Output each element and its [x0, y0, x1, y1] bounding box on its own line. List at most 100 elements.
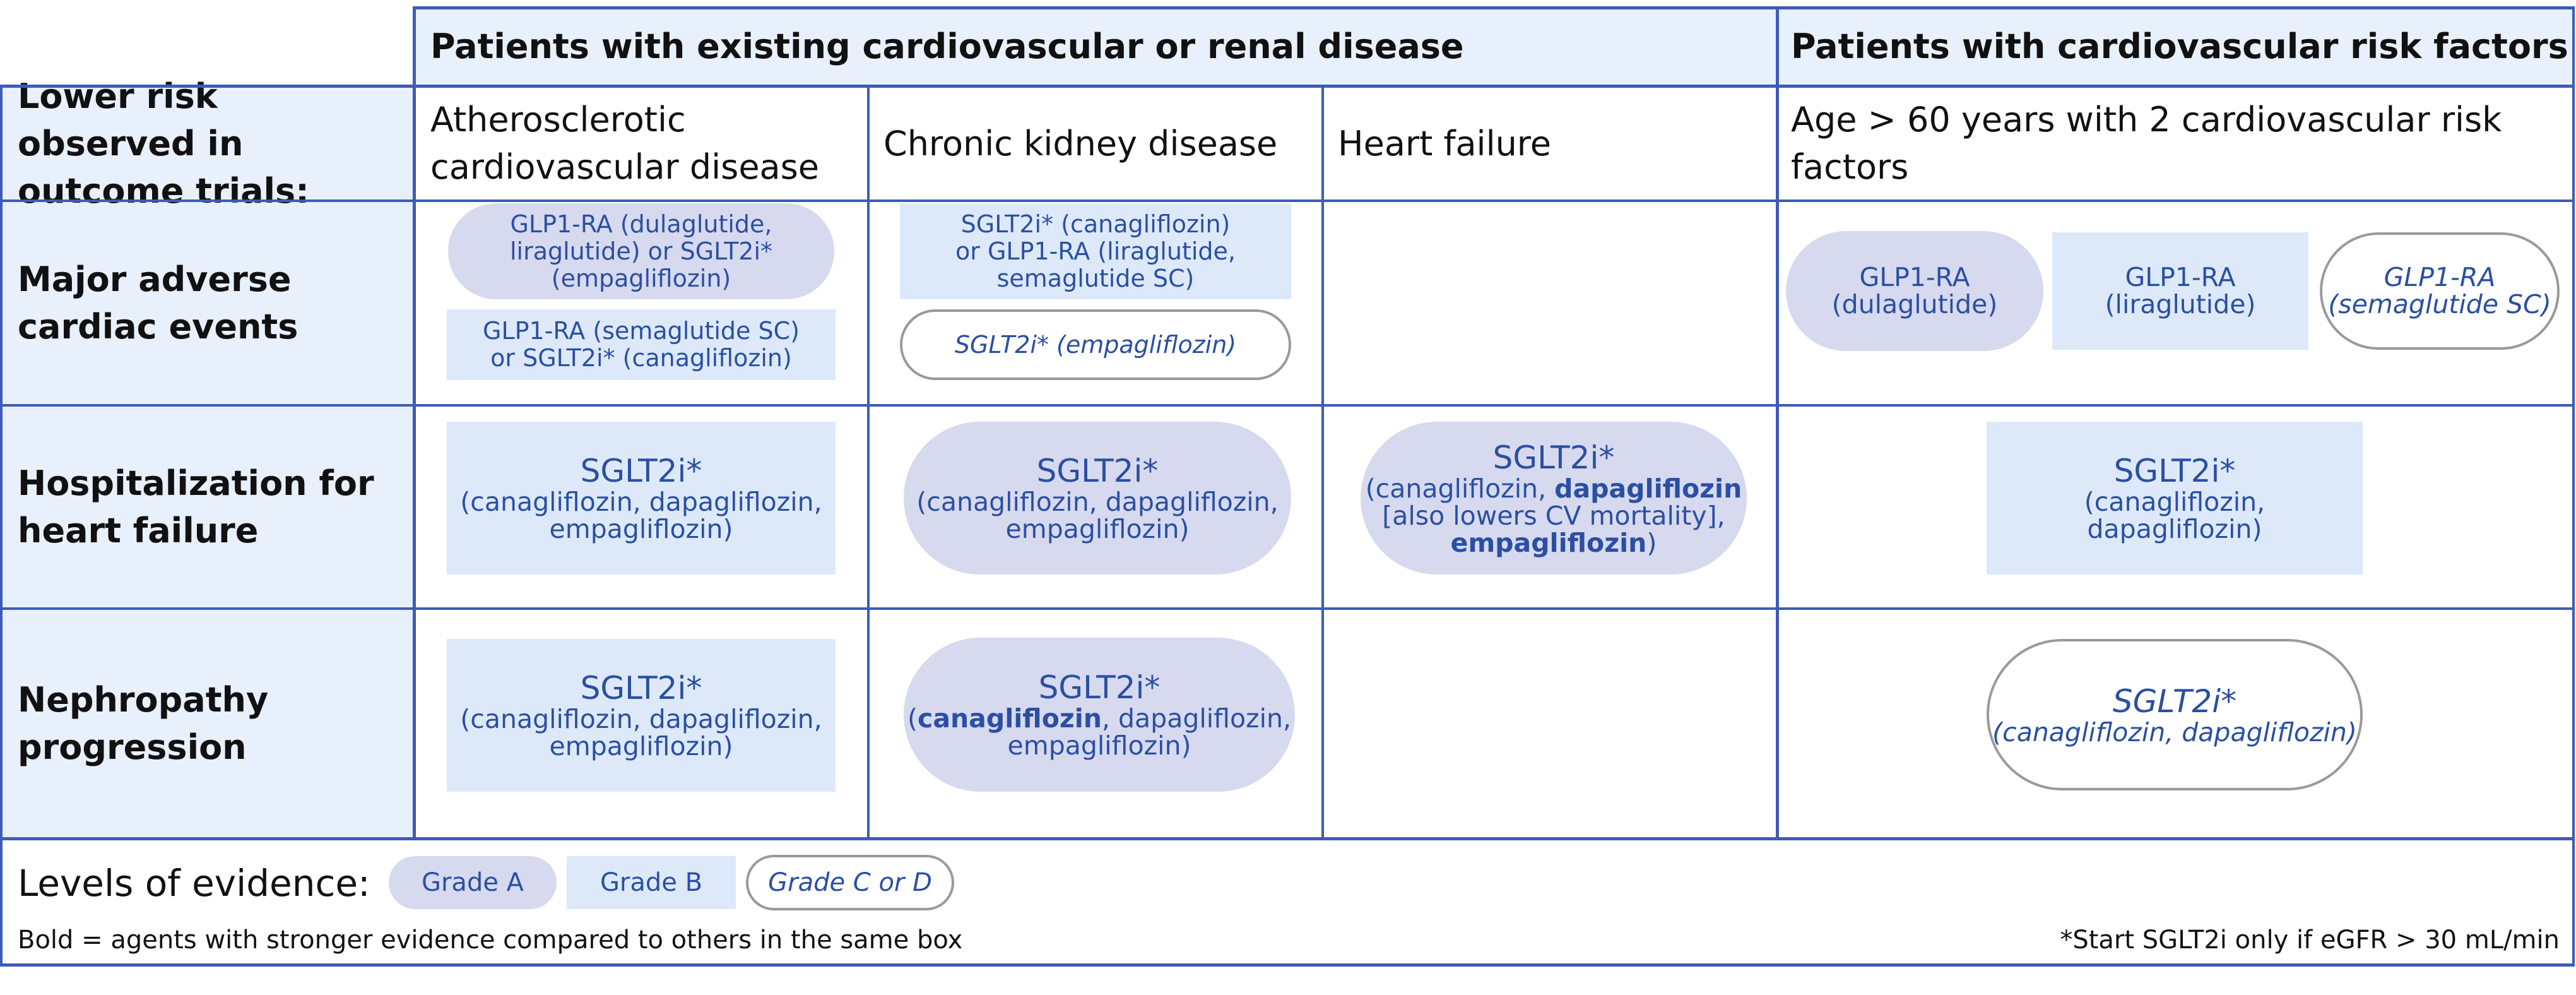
hhf-hf-title: SGLT2i* — [1492, 439, 1615, 476]
mace-age-grade-c-box: GLP1-RA (semaglutide SC) — [2320, 232, 2560, 350]
nephro-age-line2: (canagliflozin, dapagliflozin) — [1992, 717, 2357, 748]
mace-ascvd-grade-a-line3: (empagliflozin) — [551, 264, 731, 292]
grid-line — [413, 6, 416, 840]
mace-ckd-grade-b-line2: or GLP1-RA (liraglutide, — [955, 237, 1236, 265]
nephro-ckd-title: SGLT2i* — [1038, 669, 1161, 706]
group-header-risk-factors-text: Patients with cardiovascular risk factor… — [1791, 26, 2568, 66]
grid-line — [1321, 85, 1324, 840]
grid-line — [0, 404, 2573, 407]
footnote-sglt2-note-text: *Start SGLT2i only if eGFR > 30 mL/min — [2060, 926, 2560, 955]
group-header-risk-factors: Patients with cardiovascular risk factor… — [1777, 6, 2573, 86]
hhf-hf-line4-post: ) — [1646, 527, 1657, 558]
grid-line — [0, 200, 2573, 202]
hhf-age-line2: (canagliflozin, — [2084, 487, 2266, 517]
mace-ckd-grade-b-line1: SGLT2i* (canagliflozin) — [960, 210, 1231, 238]
mace-age-grade-a-line2: (dulaglutide) — [1831, 289, 1998, 319]
mace-age-grade-c-line2: (semaglutide SC) — [2328, 289, 2551, 319]
group-header-bg-1 — [414, 6, 1777, 86]
nephro-ckd-line2-pre: ( — [907, 703, 918, 734]
grid-line — [867, 85, 870, 840]
mace-ascvd-grade-b-box: GLP1-RA (semaglutide SC) or SGLT2i* (can… — [447, 309, 836, 380]
column-head-ascvd-text: Atherosclerotic cardiovascular disease — [430, 100, 819, 187]
mace-age-grade-a-line1: GLP1-RA — [1859, 262, 1970, 292]
nephro-age-grade-c-box: SGLT2i* (canagliflozin, dapagliflozin) — [1987, 639, 2363, 790]
row-label-hhf-text: Hospitalization for heart failure — [18, 463, 374, 551]
column-head-ckd-text: Chronic kidney disease — [883, 123, 1278, 164]
column-head-ckd: Chronic kidney disease — [868, 86, 1323, 201]
nephro-ascvd-line3: empagliflozin) — [549, 731, 733, 761]
outcome-row-header: Lower risk observed in outcome trials: — [0, 76, 414, 211]
mace-age-grade-b-line1: GLP1-RA — [2125, 262, 2236, 292]
mace-ascvd-grade-b-line1: GLP1-RA (semaglutide SC) — [483, 317, 800, 345]
hhf-ckd-grade-a-box: SGLT2i* (canagliflozin, dapagliflozin, e… — [904, 422, 1291, 575]
grid-line — [1776, 6, 1779, 840]
footnote-bold-note: Bold = agents with stronger evidence com… — [18, 924, 962, 956]
grid-line — [414, 6, 2573, 9]
mace-ckd-grade-c-box: SGLT2i* (empagliflozin) — [900, 309, 1291, 380]
grid-line — [0, 607, 2573, 610]
hhf-ckd-title: SGLT2i* — [1036, 453, 1159, 489]
hhf-hf-line2-pre: (canagliflozin, — [1365, 473, 1555, 504]
row-label-hhf: Hospitalization for heart failure — [0, 405, 414, 609]
nephro-ckd-line2: (canagliflozin, dapagliflozin, — [907, 705, 1291, 732]
nephro-ckd-line2-bold: canagliflozin — [918, 703, 1102, 734]
hhf-hf-line3: [also lowers CV mortality], — [1382, 500, 1725, 531]
hhf-ascvd-grade-b-box: SGLT2i* (canagliflozin, dapagliflozin, e… — [447, 422, 836, 575]
group-header-existing-disease-text: Patients with existing cardiovascular or… — [430, 26, 1464, 66]
legend-label-text: Levels of evidence: — [18, 862, 370, 905]
row-label-mace-text: Major adverse cardiac events — [18, 259, 298, 347]
footnote-sglt2-note: *Start SGLT2i only if eGFR > 30 mL/min — [2060, 924, 2560, 956]
legend-grade-c-text: Grade C or D — [768, 868, 932, 897]
hhf-ascvd-line2: (canagliflozin, dapagliflozin, — [460, 487, 822, 517]
mace-age-grade-c-line1: GLP1-RA — [2384, 262, 2496, 292]
row-labels-bg — [0, 86, 414, 838]
mace-age-grade-b-box: GLP1-RA (liraglutide) — [2052, 232, 2308, 350]
grid-line — [0, 85, 2573, 88]
hhf-hf-line4: empagliflozin) — [1450, 527, 1657, 558]
group-header-bg-2 — [1777, 6, 2573, 86]
nephro-ckd-grade-a-box: SGLT2i* (canagliflozin, dapagliflozin, e… — [904, 638, 1295, 792]
nephro-ascvd-grade-b-box: SGLT2i* (canagliflozin, dapagliflozin, e… — [447, 639, 836, 792]
row-label-nephropathy: Nephropathy progression — [0, 609, 414, 838]
hhf-age-grade-b-box: SGLT2i* (canagliflozin, dapagliflozin) — [1987, 422, 2363, 575]
column-head-heart-failure: Heart failure — [1323, 86, 1777, 201]
mace-ascvd-grade-a-line1: GLP1-RA (dulaglutide, — [510, 210, 772, 238]
nephro-age-title: SGLT2i* — [2112, 682, 2237, 720]
legend-grade-a: Grade A — [389, 856, 557, 909]
legend-grade-c-or-d: Grade C or D — [746, 855, 954, 910]
nephro-ckd-line2-post: , dapagliflozin, — [1101, 703, 1291, 734]
nephro-ckd-line3: empagliflozin) — [1007, 730, 1191, 761]
nephro-ascvd-line2: (canagliflozin, dapagliflozin, — [460, 704, 822, 734]
group-header-existing-disease: Patients with existing cardiovascular or… — [414, 6, 1777, 86]
hhf-heart-failure-grade-a-box: SGLT2i* (canagliflozin, dapagliflozin [a… — [1361, 422, 1747, 575]
hhf-age-line3: dapagliflozin) — [2087, 514, 2262, 544]
grid-line — [2572, 6, 2575, 967]
hhf-ckd-line2: (canagliflozin, dapagliflozin, — [916, 487, 1279, 517]
column-head-age-risk: Age > 60 years with 2 cardiovascular ris… — [1777, 86, 2573, 201]
mace-ascvd-grade-a-box: GLP1-RA (dulaglutide, liraglutide) or SG… — [448, 203, 834, 299]
mace-ckd-grade-b-box: SGLT2i* (canagliflozin) or GLP1-RA (lira… — [900, 203, 1291, 299]
mace-ckd-grade-c-line1: SGLT2i* (empagliflozin) — [954, 330, 1237, 359]
hhf-age-title: SGLT2i* — [2113, 453, 2236, 489]
mace-ckd-grade-b-line3: semaglutide SC) — [996, 264, 1195, 292]
hhf-ckd-line3: empagliflozin) — [1005, 514, 1190, 544]
legend-label: Levels of evidence: — [18, 860, 370, 907]
grid-line — [0, 85, 3, 967]
grid-line — [0, 837, 2573, 840]
hhf-ascvd-title: SGLT2i* — [580, 453, 702, 489]
hhf-ascvd-line3: empagliflozin) — [549, 514, 733, 544]
mace-age-grade-a-box: GLP1-RA (dulaglutide) — [1786, 231, 2043, 351]
row-label-mace: Major adverse cardiac events — [0, 201, 414, 405]
column-head-ascvd: Atherosclerotic cardiovascular disease — [414, 86, 868, 201]
nephro-ascvd-title: SGLT2i* — [580, 670, 702, 706]
hhf-hf-line2-bold: dapagliflozin — [1554, 473, 1742, 504]
column-head-age-risk-text: Age > 60 years with 2 cardiovascular ris… — [1791, 100, 2502, 187]
grid-line — [0, 963, 2573, 967]
legend-grade-b-text: Grade B — [600, 868, 703, 897]
column-head-heart-failure-text: Heart failure — [1338, 123, 1552, 164]
mace-age-grade-b-line2: (liraglutide) — [2105, 289, 2256, 319]
hhf-hf-line2: (canagliflozin, dapagliflozin — [1366, 475, 1742, 503]
hhf-hf-line4-bold: empagliflozin — [1450, 527, 1647, 558]
mace-ascvd-grade-a-line2: liraglutide) or SGLT2i* — [509, 237, 773, 265]
outcome-row-header-text: Lower risk observed in outcome trials: — [18, 76, 309, 211]
